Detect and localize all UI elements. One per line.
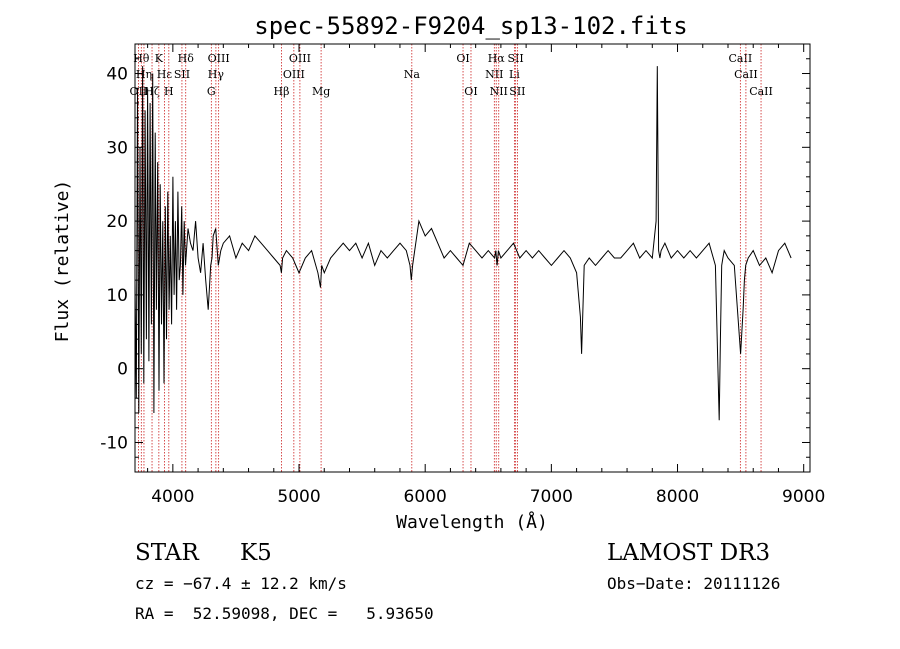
line-label-1: Hθ (133, 52, 150, 65)
chart-title: spec-55892-F9204_sp13-102.fits (254, 12, 687, 40)
spectrum-layer (134, 66, 792, 421)
line-label-14: OIII (289, 52, 311, 65)
line-label-6: H (164, 85, 174, 98)
y-tick-label-1: 0 (117, 360, 128, 380)
x-tick-label-2: 6000 (404, 487, 447, 507)
x-tick-label-0: 4000 (151, 487, 194, 507)
line-label-18: OI (464, 85, 477, 98)
spectral-subclass: K5 (240, 540, 272, 566)
line-label-4: K (155, 52, 164, 65)
x-tick-label-1: 5000 (277, 487, 320, 507)
observation-date: Obs−Date: 20111126 (607, 574, 781, 593)
y-tick-label-2: 10 (106, 286, 128, 306)
sky-coordinates: RA = 52.59098, DEC = 5.93650 (135, 604, 434, 623)
line-label-22: Li (509, 68, 520, 81)
line-label-12: Hβ (274, 85, 290, 98)
y-axis-label: Flux (relative) (52, 180, 73, 343)
line-label-3: Hζ (144, 85, 160, 98)
line-label-25: CaII (729, 52, 753, 65)
line-label-27: CaII (749, 85, 773, 98)
line-label-5: Hε (157, 68, 173, 81)
line-label-10: Hγ (208, 68, 225, 81)
y-tick-label-3: 20 (106, 212, 128, 232)
line-label-2: Hη (136, 68, 152, 81)
line-label-17: OI (456, 52, 469, 65)
y-tick-label-0: -10 (100, 433, 128, 453)
line-label-21: NII (490, 85, 508, 98)
line-label-23: SII (508, 52, 524, 65)
line-label-16: Na (404, 68, 421, 81)
plot-frame (134, 43, 811, 473)
line-label-24: SII (509, 85, 525, 98)
x-axis-label: Wavelength (Å) (396, 511, 548, 533)
y-tick-label-4: 30 (106, 138, 128, 158)
line-label-7: SII (174, 68, 190, 81)
line-label-20: Hα (488, 52, 506, 65)
axis-ticks: 4000 5000 6000 7000 8000 9000 -10 0 10 20 30 40 (100, 43, 825, 507)
survey-name: LAMOST DR3 (607, 540, 771, 566)
spectrum-line (134, 66, 792, 421)
line-label-19: NII (485, 68, 503, 81)
line-label-8: Hδ (178, 52, 195, 65)
spectral-line-markers: OIIHθHηHζKHεHSIIHδGHγOIIIHβOIIIOIIIMgNaO… (130, 44, 773, 472)
line-label-13: OIII (283, 68, 305, 81)
x-tick-label-3: 7000 (530, 487, 573, 507)
object-type: STAR (135, 540, 199, 566)
line-label-15: Mg (312, 85, 330, 98)
line-label-9: G (207, 85, 216, 98)
redshift-velocity: cz = −67.4 ± 12.2 km/s (135, 574, 347, 593)
line-label-11: OIII (208, 52, 230, 65)
x-tick-label-5: 9000 (782, 487, 825, 507)
line-label-26: CaII (734, 68, 758, 81)
x-tick-label-4: 8000 (656, 487, 699, 507)
y-tick-label-5: 40 (106, 65, 128, 85)
